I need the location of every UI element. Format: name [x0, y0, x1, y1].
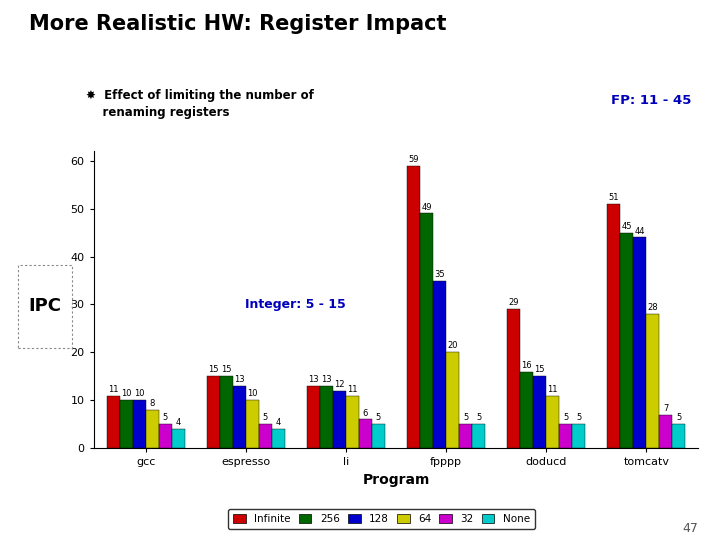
- Text: More Realistic HW: Register Impact: More Realistic HW: Register Impact: [29, 14, 446, 33]
- Text: 5: 5: [376, 413, 381, 422]
- Text: 10: 10: [134, 389, 145, 399]
- Text: 45: 45: [621, 222, 632, 231]
- Text: 5: 5: [163, 413, 168, 422]
- Bar: [446, 353, 459, 448]
- Bar: [372, 424, 385, 448]
- Bar: [346, 395, 359, 448]
- Text: 47: 47: [683, 522, 698, 535]
- Bar: [520, 372, 534, 448]
- Text: ✸  Effect of limiting the number of
    renaming registers: ✸ Effect of limiting the number of renam…: [86, 89, 314, 119]
- Text: 35: 35: [434, 269, 445, 279]
- Text: 15: 15: [208, 366, 218, 374]
- Text: 59: 59: [408, 154, 419, 164]
- Text: IPC: IPC: [29, 297, 62, 315]
- Text: 5: 5: [263, 413, 268, 422]
- Text: 8: 8: [150, 399, 155, 408]
- Bar: [171, 429, 185, 448]
- Text: 28: 28: [647, 303, 658, 312]
- Bar: [607, 204, 621, 448]
- Text: 15: 15: [221, 366, 232, 374]
- Bar: [420, 213, 433, 448]
- Bar: [433, 281, 446, 448]
- Bar: [258, 424, 272, 448]
- Bar: [407, 166, 420, 448]
- Bar: [546, 395, 559, 448]
- Bar: [107, 395, 120, 448]
- Text: 13: 13: [321, 375, 332, 384]
- Bar: [359, 420, 372, 448]
- Bar: [158, 424, 171, 448]
- Bar: [333, 391, 346, 448]
- Text: FP: 11 - 45: FP: 11 - 45: [611, 94, 691, 107]
- Bar: [233, 386, 246, 448]
- Text: 5: 5: [476, 413, 481, 422]
- Bar: [634, 238, 647, 448]
- Bar: [621, 233, 634, 448]
- Text: 4: 4: [176, 418, 181, 427]
- Bar: [207, 376, 220, 448]
- Text: Integer: 5 - 15: Integer: 5 - 15: [246, 298, 346, 311]
- Bar: [120, 400, 132, 448]
- Text: 7: 7: [663, 404, 669, 413]
- Text: 12: 12: [334, 380, 345, 389]
- Bar: [145, 410, 158, 448]
- Bar: [472, 424, 485, 448]
- Bar: [307, 386, 320, 448]
- Bar: [220, 376, 233, 448]
- Text: 15: 15: [534, 366, 545, 374]
- Text: 4: 4: [276, 418, 281, 427]
- Bar: [132, 400, 145, 448]
- Text: 49: 49: [421, 202, 432, 212]
- Text: 11: 11: [108, 384, 118, 394]
- Text: 29: 29: [508, 299, 519, 307]
- Text: 13: 13: [308, 375, 319, 384]
- Text: 5: 5: [563, 413, 568, 422]
- Text: 10: 10: [121, 389, 131, 399]
- Bar: [572, 424, 585, 448]
- Text: 20: 20: [447, 341, 458, 350]
- Bar: [647, 314, 660, 448]
- Bar: [459, 424, 472, 448]
- Text: 13: 13: [234, 375, 245, 384]
- Text: 5: 5: [463, 413, 468, 422]
- Bar: [320, 386, 333, 448]
- Bar: [507, 309, 520, 448]
- Text: 5: 5: [576, 413, 581, 422]
- Text: 11: 11: [547, 384, 558, 394]
- Text: 16: 16: [521, 361, 532, 370]
- Text: 10: 10: [247, 389, 258, 399]
- Bar: [534, 376, 546, 448]
- Legend: Infinite, 256, 128, 64, 32, None: Infinite, 256, 128, 64, 32, None: [228, 509, 535, 529]
- Text: 11: 11: [347, 384, 358, 394]
- Text: 6: 6: [363, 409, 368, 417]
- Text: 44: 44: [634, 226, 645, 235]
- Bar: [672, 424, 685, 448]
- X-axis label: Program: Program: [362, 473, 430, 487]
- Bar: [559, 424, 572, 448]
- Bar: [660, 415, 672, 448]
- Text: 5: 5: [676, 413, 682, 422]
- Text: 51: 51: [608, 193, 619, 202]
- Bar: [272, 429, 285, 448]
- Bar: [246, 400, 258, 448]
